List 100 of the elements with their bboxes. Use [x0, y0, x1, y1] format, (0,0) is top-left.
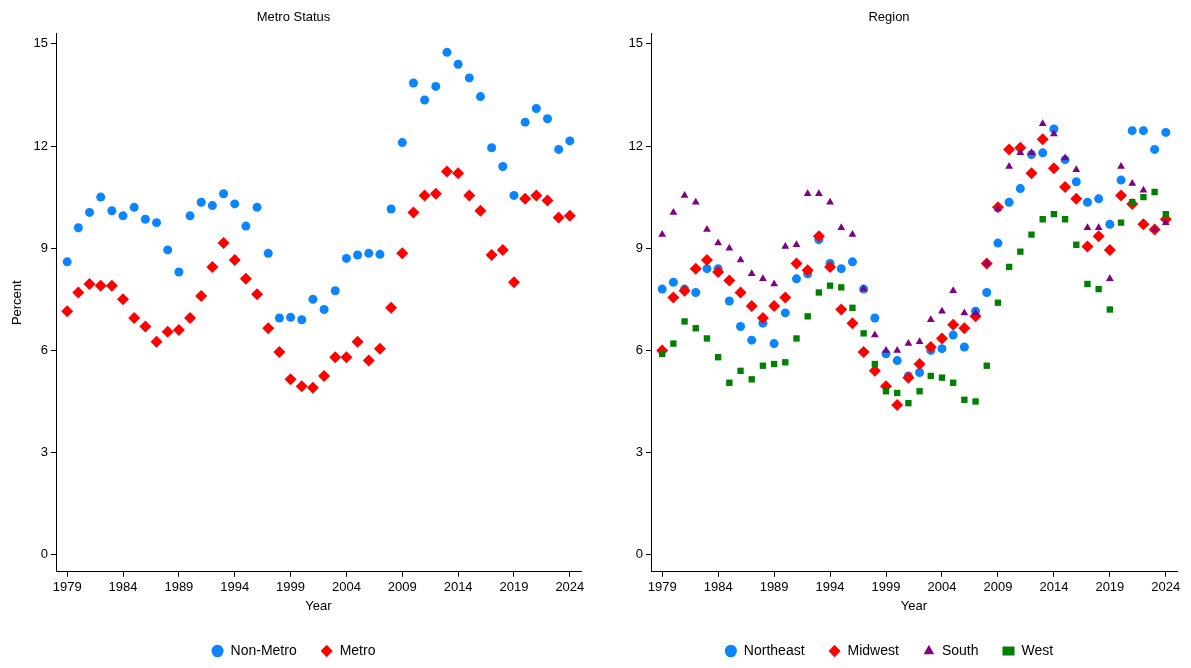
point: [340, 351, 353, 364]
point: [496, 243, 509, 256]
point: [565, 136, 575, 146]
point: [1004, 197, 1014, 207]
point: [792, 240, 801, 248]
point: [509, 190, 519, 200]
point: [756, 312, 769, 325]
point: [748, 376, 755, 383]
point: [72, 286, 85, 299]
point: [541, 194, 554, 207]
point: [870, 330, 879, 338]
x-tick-label: 2024: [1151, 579, 1181, 595]
point: [812, 230, 825, 243]
point: [351, 335, 364, 348]
y-tick-label: 9: [635, 239, 643, 255]
point: [475, 92, 485, 102]
point: [563, 209, 576, 222]
point: [62, 257, 72, 267]
x-tick-label: 1979: [52, 579, 82, 595]
x-axis-title: Year: [305, 597, 333, 613]
x-tick-label: 1999: [871, 579, 901, 595]
point: [129, 202, 139, 212]
point: [726, 379, 733, 386]
x-tick-label: 2014: [443, 579, 473, 595]
point: [904, 339, 913, 346]
point: [442, 47, 452, 57]
point: [669, 207, 678, 215]
point: [993, 238, 1003, 248]
x-axis-title: Year: [900, 597, 928, 613]
y-tick-label: 15: [33, 35, 48, 51]
x-tick-label: 1999: [276, 579, 306, 595]
point: [61, 305, 74, 318]
point: [239, 272, 252, 285]
point: [128, 312, 141, 325]
point: [1105, 219, 1115, 229]
point: [485, 249, 498, 262]
point: [507, 276, 520, 289]
point: [747, 335, 757, 345]
point: [163, 245, 173, 255]
point: [1027, 148, 1036, 156]
point: [1081, 240, 1094, 253]
point: [531, 104, 541, 114]
point: [770, 279, 778, 287]
point: [1139, 185, 1148, 193]
point: [1061, 153, 1069, 161]
point: [185, 211, 195, 221]
point: [150, 335, 163, 348]
point: [1094, 194, 1104, 204]
point: [847, 257, 857, 267]
point: [1025, 167, 1038, 180]
point: [542, 114, 552, 124]
point: [1047, 162, 1060, 175]
point: [838, 284, 845, 291]
point: [552, 211, 565, 224]
point: [217, 237, 230, 250]
y-tick-label: 0: [40, 546, 48, 562]
point: [882, 345, 890, 353]
point: [1082, 197, 1092, 207]
legend-label: Northeast: [743, 641, 805, 658]
point: [174, 267, 184, 277]
point: [152, 218, 162, 228]
point: [273, 346, 286, 359]
point: [140, 214, 150, 224]
point: [1084, 280, 1091, 288]
point: [284, 373, 297, 386]
point: [657, 284, 667, 294]
point: [1150, 224, 1159, 232]
point: [295, 380, 308, 393]
point: [826, 282, 834, 289]
point: [420, 95, 430, 105]
point: [83, 277, 96, 290]
point: [262, 322, 275, 335]
x-tick-label: 2014: [1039, 579, 1069, 595]
legend-label: Metro: [339, 641, 376, 658]
point: [1016, 148, 1025, 156]
point: [172, 323, 185, 336]
point: [418, 189, 431, 202]
point: [519, 192, 532, 205]
point: [1038, 119, 1047, 127]
point: [1092, 230, 1105, 243]
point: [736, 255, 745, 263]
point: [1095, 285, 1102, 293]
point: [846, 317, 859, 330]
y-tick-label: 9: [40, 239, 48, 255]
point: [407, 206, 420, 219]
y-tick-label: 6: [635, 341, 643, 357]
point: [870, 313, 880, 323]
x-tick-label: 2009: [983, 579, 1013, 595]
point: [386, 204, 396, 214]
point: [723, 274, 736, 287]
point: [530, 189, 543, 202]
point: [318, 369, 331, 382]
point: [330, 286, 340, 296]
point: [263, 248, 273, 258]
point: [670, 340, 677, 347]
point: [804, 313, 811, 320]
point: [105, 279, 118, 292]
chart-title: Metro Status: [256, 9, 331, 25]
point: [913, 358, 926, 371]
point: [1150, 144, 1160, 154]
